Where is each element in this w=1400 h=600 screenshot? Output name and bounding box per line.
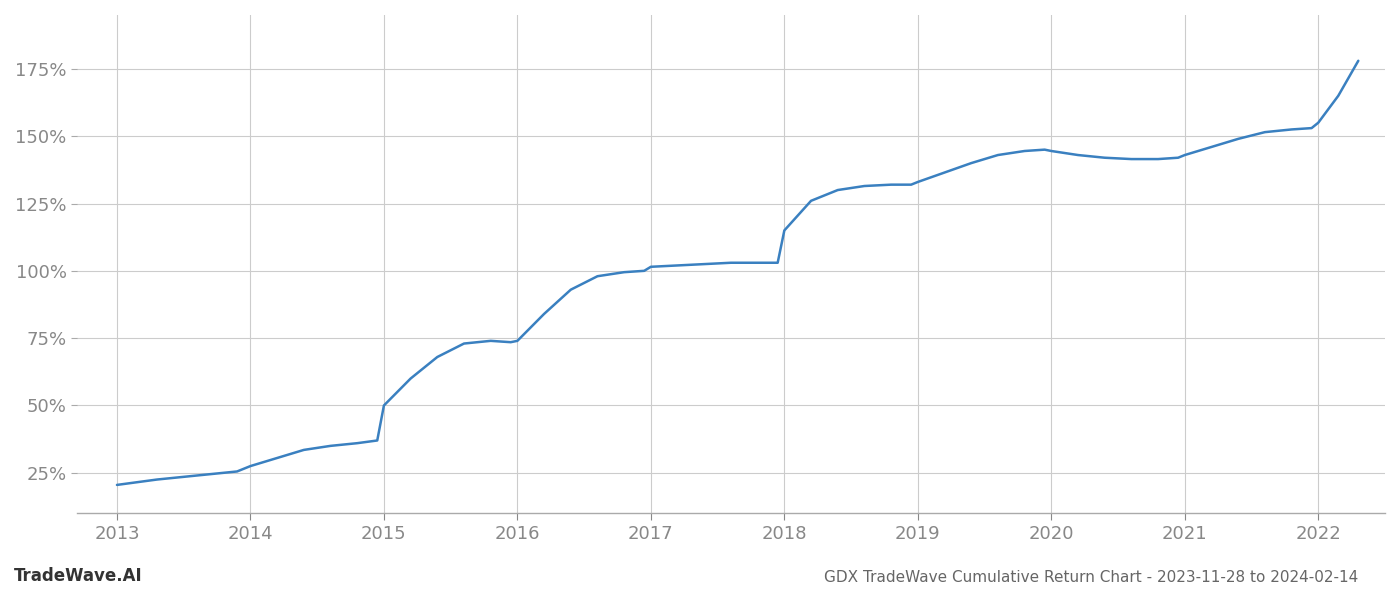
Text: GDX TradeWave Cumulative Return Chart - 2023-11-28 to 2024-02-14: GDX TradeWave Cumulative Return Chart - … (823, 570, 1358, 585)
Text: TradeWave.AI: TradeWave.AI (14, 567, 143, 585)
